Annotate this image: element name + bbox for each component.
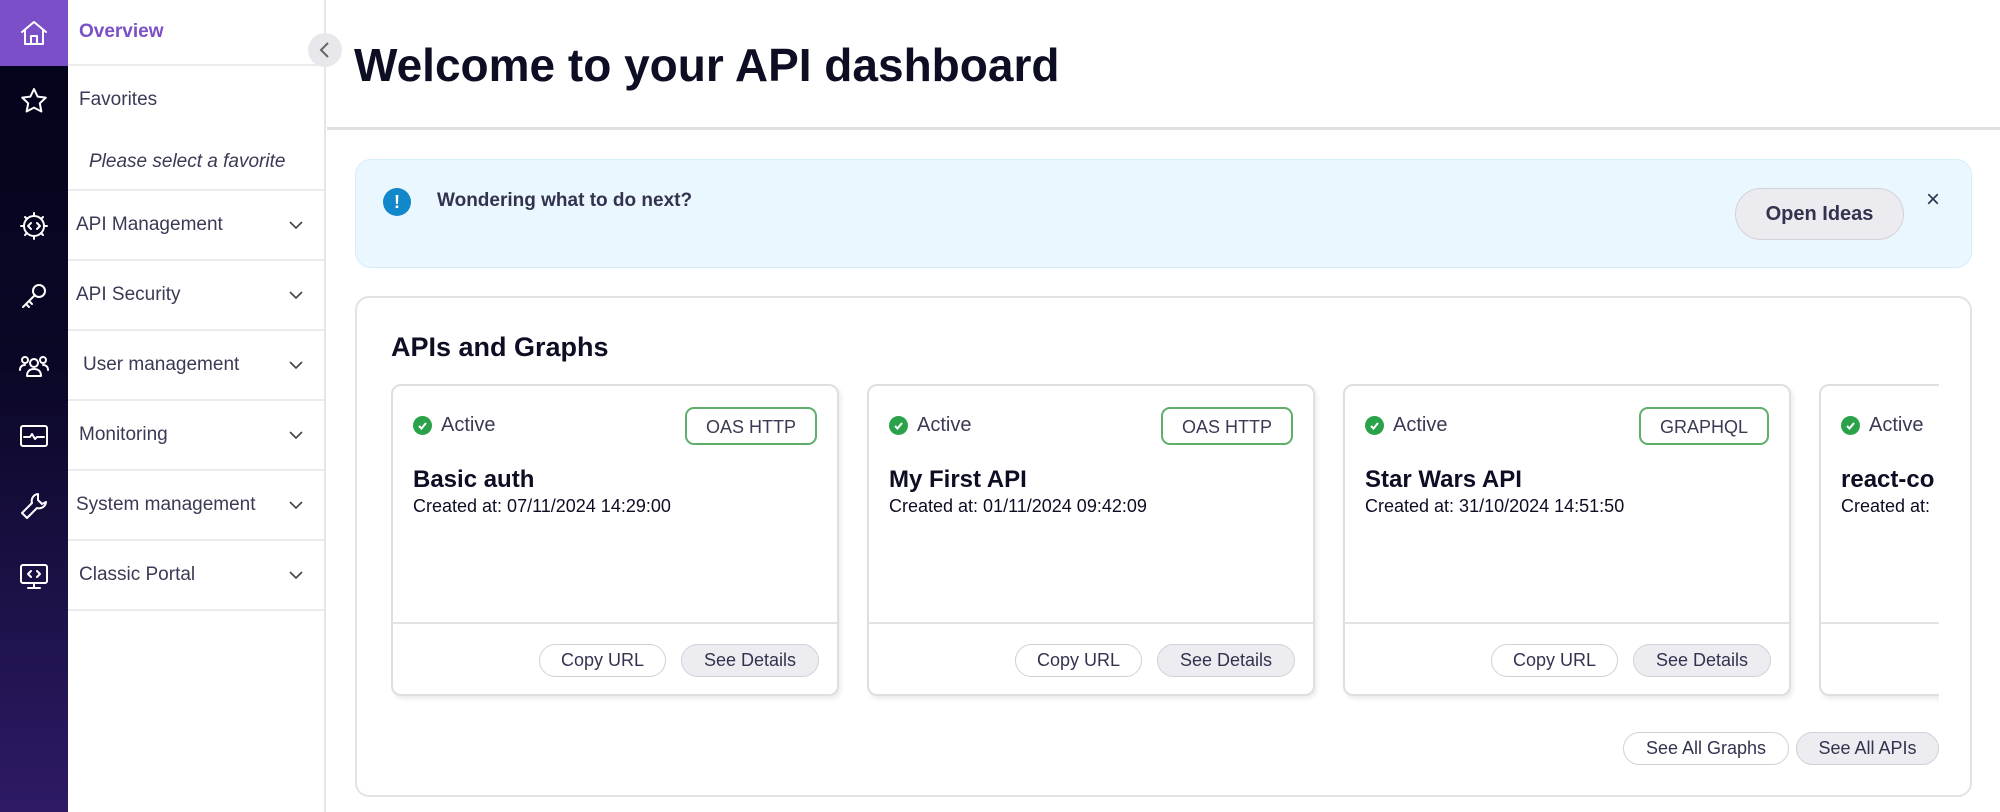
status: Active [1841, 414, 1923, 437]
chevron-down-icon [289, 361, 303, 370]
info-icon: ! [383, 188, 411, 216]
chevron-down-icon [289, 571, 303, 580]
nav-favorites-label: Favorites [79, 89, 158, 110]
api-name[interactable]: My First API [889, 466, 1027, 493]
check-circle-icon [413, 416, 432, 435]
created-at: Created at: 31/10/2024 14:51:50 [1365, 496, 1625, 516]
nav-section-label: User management [83, 354, 240, 375]
nav-overview-label: Overview [79, 21, 164, 42]
api-type-badge: OAS HTTP [684, 407, 817, 445]
users-icon[interactable] [0, 333, 68, 399]
nav-section-monitoring[interactable]: Monitoring [68, 401, 324, 471]
screen-code-icon[interactable] [0, 543, 68, 609]
see-details-button[interactable]: See Details [1157, 644, 1295, 677]
status: Active [889, 414, 971, 437]
see-all-apis-button[interactable]: See All APIs [1796, 732, 1939, 765]
chevron-down-icon [289, 291, 303, 300]
card-footer-divider [1345, 622, 1789, 624]
star-icon[interactable] [0, 68, 68, 134]
nav-section-api-management[interactable]: API Management [68, 191, 324, 261]
icon-rail [0, 0, 68, 812]
favorites-empty-text: Please select a favorite [89, 150, 286, 172]
nav-section-label: System management [76, 494, 256, 515]
check-circle-icon [1841, 416, 1860, 435]
apis-graphs-panel: APIs and Graphs Active OAS HTTP Basic auth… [355, 296, 1972, 797]
api-card[interactable]: Active OAS HTTP My First API Created at: 01… [867, 384, 1315, 696]
see-all-graphs-button[interactable]: See All Graphs [1623, 732, 1789, 765]
monitor-pulse-icon[interactable] [0, 403, 68, 469]
side-nav: Overview Favorites Please select a favor… [68, 0, 326, 812]
api-cards-carousel[interactable]: Active OAS HTTP Basic auth Created at: 07/1… [391, 384, 1939, 704]
api-name[interactable]: react-co [1841, 466, 1935, 493]
status-label: Active [917, 414, 972, 436]
card-footer-divider [1821, 622, 1939, 624]
next-steps-banner: ! Wondering what to do next? Open Ideas … [355, 159, 1972, 268]
nav-section-classic-portal[interactable]: Classic Portal [68, 541, 324, 611]
created-at: Created at: [1841, 496, 1931, 516]
created-at: Created at: 07/11/2024 14:29:00 [413, 496, 671, 516]
status: Active [1365, 414, 1447, 437]
nav-section-label: API Management [76, 214, 223, 235]
close-icon[interactable]: × [1926, 186, 1941, 213]
created-at: Created at: 01/11/2024 09:42:09 [889, 496, 1147, 516]
chevron-down-icon [289, 431, 303, 440]
status-label: Active [441, 414, 496, 436]
check-circle-icon [889, 416, 908, 435]
api-type-badge: OAS HTTP [1160, 407, 1293, 445]
copy-url-button[interactable]: Copy URL [1491, 644, 1618, 677]
api-gear-icon[interactable] [0, 193, 68, 259]
page-header: Welcome to your API dashboard [327, 0, 2000, 130]
favorites-empty: Please select a favorite [68, 134, 324, 191]
copy-url-button[interactable]: Copy URL [539, 644, 666, 677]
nav-section-label: API Security [76, 284, 181, 305]
nav-section-system-management[interactable]: System management [68, 471, 324, 541]
nav-favorites[interactable]: Favorites [68, 66, 324, 134]
wrench-icon[interactable] [0, 473, 68, 539]
status-label: Active [1869, 414, 1924, 436]
api-card[interactable]: Active GRAPHQL Star Wars API Created at: 31… [1343, 384, 1791, 696]
chevron-down-icon [289, 501, 303, 510]
card-footer-divider [393, 622, 837, 624]
api-card[interactable]: Active OAS HTTP Basic auth Created at: 07/1… [391, 384, 839, 696]
key-icon[interactable] [0, 263, 68, 329]
status-label: Active [1393, 414, 1448, 436]
see-details-button[interactable]: See Details [681, 644, 819, 677]
api-name[interactable]: Star Wars API [1365, 466, 1522, 493]
api-type-badge: GRAPHQL [1638, 407, 1769, 445]
home-icon[interactable] [0, 0, 68, 66]
nav-section-label: Monitoring [79, 424, 168, 445]
see-details-button[interactable]: See Details [1633, 644, 1771, 677]
page-title: Welcome to your API dashboard [354, 39, 1060, 91]
nav-section-api-security[interactable]: API Security [68, 261, 324, 331]
chevron-left-icon [319, 42, 329, 58]
section-title: APIs and Graphs [391, 332, 609, 362]
api-card[interactable]: Active react-co Created at: [1819, 384, 1939, 696]
nav-section-user-management[interactable]: User management [68, 331, 324, 401]
banner-message: Wondering what to do next? [437, 190, 693, 211]
card-footer-divider [869, 622, 1313, 624]
status: Active [413, 414, 495, 437]
chevron-down-icon [289, 221, 303, 230]
copy-url-button[interactable]: Copy URL [1015, 644, 1142, 677]
collapse-sidebar-button[interactable] [308, 33, 342, 67]
nav-section-label: Classic Portal [79, 564, 196, 585]
check-circle-icon [1365, 416, 1384, 435]
open-ideas-button[interactable]: Open Ideas [1735, 188, 1904, 240]
api-name[interactable]: Basic auth [413, 466, 535, 493]
nav-overview[interactable]: Overview [68, 0, 324, 66]
